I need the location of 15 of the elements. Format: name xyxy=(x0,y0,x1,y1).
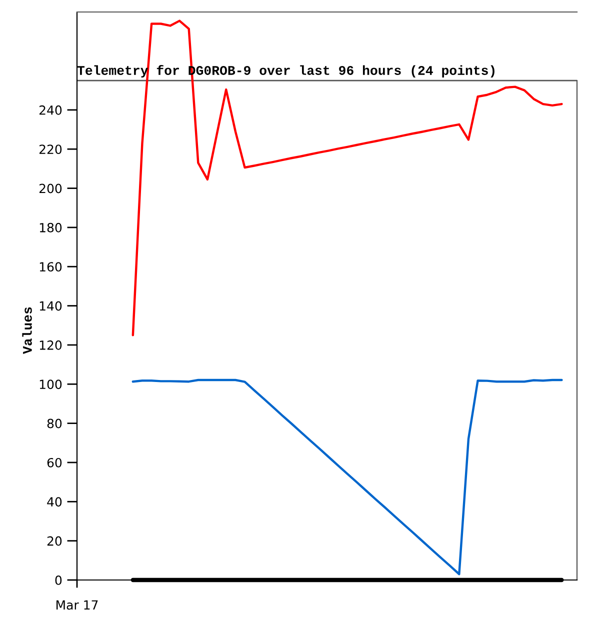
y-tick-label: 80 xyxy=(47,418,62,428)
y-tick-label: 40 xyxy=(47,497,62,507)
y-tick-label: 200 xyxy=(39,184,62,194)
y-tick-label: 60 xyxy=(47,458,62,468)
y-tick-label: 100 xyxy=(40,380,62,390)
y-tick-label: 120 xyxy=(40,340,62,350)
text: Mar 17 xyxy=(56,600,98,610)
y-axis-title: Values xyxy=(22,307,32,354)
y-tick-label: 240 xyxy=(39,105,62,115)
y-tick-label: 0 xyxy=(55,575,62,585)
y-tick-label: 220 xyxy=(39,144,62,154)
y-tick-label: 140 xyxy=(40,301,62,311)
y-tick-label: 180 xyxy=(40,222,62,232)
y-tick-label: 160 xyxy=(40,262,62,272)
y-tick-label: 20 xyxy=(47,536,62,546)
